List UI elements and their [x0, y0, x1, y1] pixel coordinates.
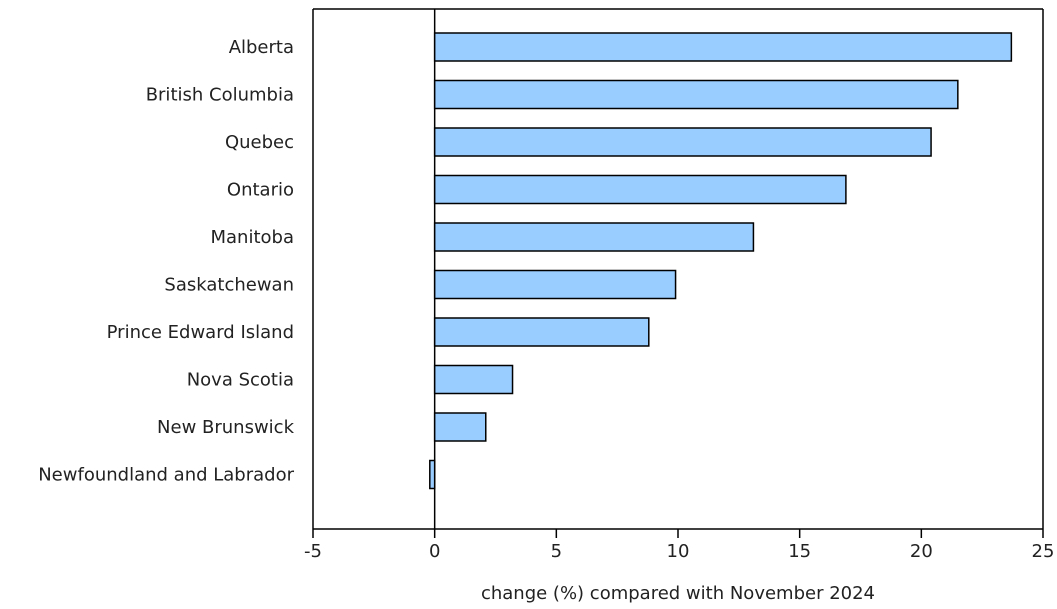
category-label: Prince Edward Island: [107, 322, 294, 343]
x-axis-title: change (%) compared with November 2024: [481, 583, 875, 604]
x-tick-label: 20: [910, 541, 933, 562]
x-tick-label: 25: [1032, 541, 1055, 562]
bars-group: [429, 32, 1013, 490]
category-label: Manitoba: [211, 227, 295, 248]
category-label: Nova Scotia: [187, 370, 294, 391]
category-label: Saskatchewan: [164, 275, 294, 296]
bar: [433, 412, 487, 442]
x-tick-label: 15: [788, 541, 811, 562]
category-label: British Columbia: [146, 85, 294, 106]
bar: [433, 127, 932, 157]
bar: [433, 317, 650, 347]
bar: [433, 32, 1013, 62]
category-label: New Brunswick: [157, 417, 295, 438]
bar: [433, 364, 514, 395]
x-tick-label: 5: [551, 541, 562, 562]
category-label: Newfoundland and Labrador: [38, 465, 294, 486]
x-tick-label: 10: [667, 541, 690, 562]
bar: [429, 459, 436, 490]
bar: [433, 222, 755, 252]
x-tick-label: -5: [304, 541, 322, 562]
category-label: Ontario: [227, 180, 294, 201]
category-label: Quebec: [225, 132, 294, 153]
bar: [433, 79, 959, 110]
x-tick-label: 0: [429, 541, 440, 562]
bar: [433, 269, 677, 300]
category-labels: Alberta British Columbia Quebec Ontario Mani…: [38, 37, 294, 486]
category-label: Alberta: [229, 37, 294, 58]
bar: [433, 174, 847, 205]
x-axis-ticks: -5 0 5 10 15 20 25: [304, 529, 1054, 562]
